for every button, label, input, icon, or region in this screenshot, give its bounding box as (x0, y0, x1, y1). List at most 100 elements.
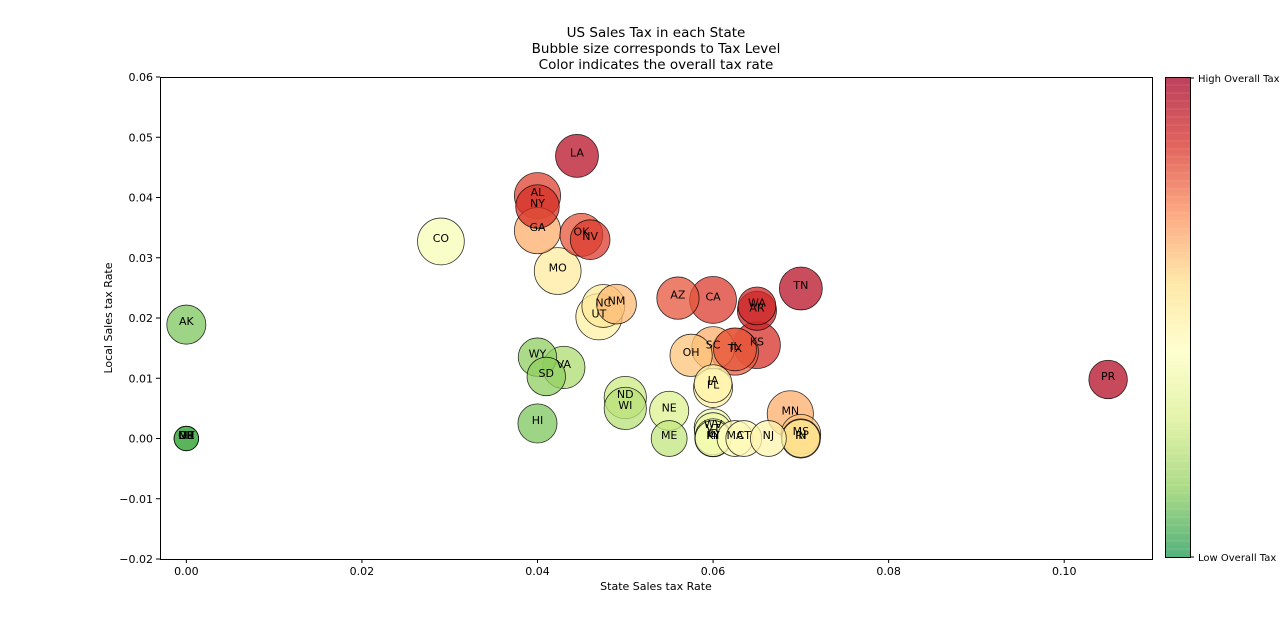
x-tick-label: 0.08 (876, 565, 901, 578)
bubble-label-va: VA (557, 358, 572, 371)
y-tick-label: 0.02 (129, 312, 154, 325)
x-axis-label: State Sales tax Rate (600, 580, 712, 593)
bubble-ny (515, 184, 560, 229)
bubble-az (656, 276, 700, 320)
x-tick-label: 0.10 (1052, 565, 1077, 578)
bubble-label-fl: FL (707, 378, 720, 391)
bubble-label-la: LA (570, 146, 584, 159)
bubble-ia (693, 364, 733, 403)
bubble-label-ny: NY (530, 197, 545, 210)
bubble-label-nc: NC (595, 296, 611, 309)
colorbar-frame (1165, 77, 1191, 558)
bubble-label-ct: CT (737, 429, 752, 442)
bubble-label-ut: UT (592, 307, 607, 320)
bubble-hi (517, 403, 558, 444)
chart-title: US Sales Tax in each State (566, 25, 746, 41)
bubble-label-ri: RI (795, 429, 806, 442)
y-tick-label: 0.00 (129, 433, 154, 446)
bubble-tn (778, 266, 823, 311)
bubble-sd (526, 356, 566, 397)
x-tick-label: 0.04 (525, 565, 550, 578)
bubble-wa (737, 286, 777, 326)
bubble-la (555, 134, 599, 178)
y-tick-label: −0.01 (119, 493, 153, 506)
y-tick-label: −0.02 (119, 553, 153, 566)
bubble-label-sc: SC (706, 339, 721, 352)
bubble-label-ms: MS (793, 425, 809, 438)
bubble-label-in: IN (795, 429, 806, 442)
bubble-label-ok: OK (573, 225, 590, 238)
chart-title-block: US Sales Tax in each State Bubble size c… (160, 25, 1152, 73)
bubble-label-tx: TX (727, 342, 743, 355)
colorbar-low-label: Low Overall Tax (1198, 553, 1276, 564)
bubble-label-az: AZ (670, 289, 686, 302)
bubble-label-ma: MA (727, 429, 744, 442)
bubble-label-oh: OH (683, 346, 700, 359)
bubble-label-mn: MN (781, 404, 799, 417)
bubble-label-wi: WI (618, 399, 632, 412)
y-axis-label: Local Sales tax Rate (102, 262, 115, 373)
bubble-co (417, 217, 465, 266)
bubble-nj (750, 420, 787, 457)
bubble-or (173, 425, 199, 452)
bubble-label-hi: HI (532, 414, 544, 427)
bubble-wi (603, 386, 647, 430)
bubble-label-wa: WA (748, 296, 766, 309)
bubble-label-wv: WV (704, 418, 723, 431)
y-tick-label: 0.04 (129, 192, 154, 205)
bubble-label-sd: SD (539, 367, 554, 380)
bubble-pr (1088, 359, 1128, 400)
bubble-label-ak: AK (179, 315, 195, 328)
bubble-label-il: IL (730, 340, 740, 353)
bubble-il (713, 327, 757, 372)
y-tick-label: 0.03 (129, 252, 154, 265)
bubble-label-nm: NM (608, 295, 626, 308)
bubble-label-vt: VT (706, 422, 721, 435)
bubble-mo (533, 247, 582, 295)
bubble-oh (669, 333, 713, 377)
bubble-label-me: ME (661, 429, 677, 442)
bubble-label-pr: PR (1101, 370, 1116, 383)
bubble-label-de: DE (179, 429, 194, 442)
colorbar-high-label: High Overall Tax (1198, 74, 1280, 85)
colorbar: High Overall Tax Low Overall Tax (1165, 74, 1280, 564)
bubble-label-or: OR (178, 429, 195, 442)
bubble-label-nv: NV (582, 230, 598, 243)
bubble-label-co: CO (433, 232, 450, 245)
bubble-ak (166, 304, 207, 345)
bubble-label-ga: GA (529, 221, 546, 234)
plot-frame (160, 77, 1153, 560)
y-tick-label: 0.06 (129, 71, 154, 84)
bubble-label-mi: MI (707, 429, 720, 442)
y-tick-label: 0.01 (129, 372, 154, 385)
x-tick-label: 0.06 (701, 565, 726, 578)
bubble-label-wy: WY (529, 348, 547, 361)
bubble-me (650, 420, 688, 457)
chart-subtitle: Bubble size corresponds to Tax Level (531, 41, 781, 57)
bubble-label-ks: KS (750, 336, 764, 349)
chart-subtitle-color: Color indicates the overall tax rate (538, 57, 774, 73)
bubble-label-ca: CA (705, 290, 721, 303)
x-axis: 0.00 0.02 0.04 0.06 0.08 0.10 (174, 559, 1076, 578)
bubble-nv (569, 219, 611, 260)
bubble-nm (596, 283, 637, 325)
bubble-label-nj: NJ (763, 429, 774, 442)
colorbar-gradient (1165, 77, 1190, 557)
y-axis: −0.02 −0.01 0.00 0.01 0.02 0.03 0.04 0.05 0.06 (119, 71, 160, 566)
y-tick-label: 0.05 (129, 131, 154, 144)
bubble-label-mt: MT (178, 429, 194, 442)
bubble-label-id: ID (707, 427, 719, 440)
x-tick-label: 0.02 (350, 565, 375, 578)
bubble-label-al: AL (531, 186, 546, 199)
x-tick-label: 0.00 (174, 565, 199, 578)
bubble-label-nh: NH (178, 429, 195, 442)
bubble-label-ne: NE (662, 401, 677, 414)
bubble-label-mo: MO (549, 262, 567, 275)
bubble-label-nd: ND (617, 388, 634, 401)
bubble-label-ar: AR (749, 301, 765, 314)
bubble-label-tn: TN (792, 279, 808, 292)
bubble-label-ia: IA (708, 374, 719, 387)
bubble-label-ky: KY (706, 429, 720, 442)
